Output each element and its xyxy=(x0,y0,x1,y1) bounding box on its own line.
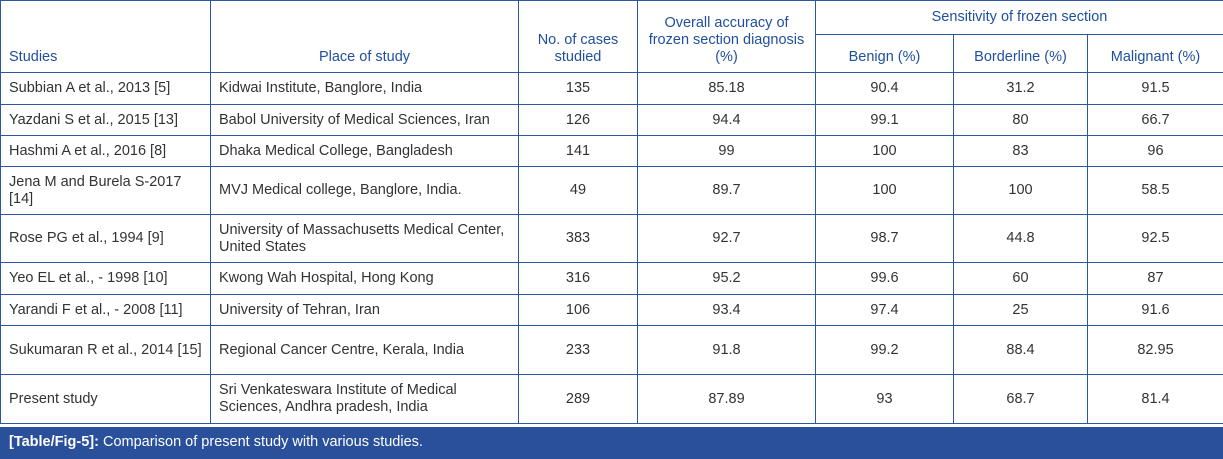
cell-benign: 93 xyxy=(815,374,954,424)
cell-accuracy: 95.2 xyxy=(637,262,816,295)
header-benign: Benign (%) xyxy=(815,34,954,73)
cell-place: University of Massachusetts Medical Cent… xyxy=(210,214,519,263)
cell-place: Kwong Wah Hospital, Hong Kong xyxy=(210,262,519,295)
cell-benign: 100 xyxy=(815,166,954,215)
header-cases: No. of cases studied xyxy=(518,0,638,73)
header-sensitivity: Sensitivity of frozen section xyxy=(815,0,1223,35)
cell-benign: 99.2 xyxy=(815,325,954,375)
caption-label: [Table/Fig-5]: xyxy=(9,434,99,450)
table-row: Yarandi F et al., - 2008 [11] University … xyxy=(0,294,1223,326)
cell-malignant: 91.6 xyxy=(1087,294,1223,326)
cell-malignant: 66.7 xyxy=(1087,104,1223,136)
cell-malignant: 92.5 xyxy=(1087,214,1223,263)
cell-malignant: 96 xyxy=(1087,135,1223,167)
cell-malignant: 82.95 xyxy=(1087,325,1223,375)
header-borderline: Borderline (%) xyxy=(953,34,1088,73)
table-row: Present study Sri Venkateswara Institute … xyxy=(0,374,1223,424)
table-row: Hashmi A et al., 2016 [8] Dhaka Medical C… xyxy=(0,135,1223,167)
table-row: Jena M and Burela S-2017 [14] MVJ Medical… xyxy=(0,166,1223,215)
header-studies: Studies xyxy=(0,0,211,73)
comparison-table: Studies Place of study No. of cases stud… xyxy=(0,0,1223,424)
cell-borderline: 68.7 xyxy=(953,374,1088,424)
cell-study: Subbian A et al., 2013 [5] xyxy=(0,72,211,105)
cell-accuracy: 87.89 xyxy=(637,374,816,424)
cell-benign: 90.4 xyxy=(815,72,954,105)
cell-borderline: 44.8 xyxy=(953,214,1088,263)
cell-cases: 233 xyxy=(518,325,638,375)
cell-borderline: 100 xyxy=(953,166,1088,215)
cell-cases: 49 xyxy=(518,166,638,215)
cell-cases: 289 xyxy=(518,374,638,424)
cell-place: Sri Venkateswara Institute of Medical Sc… xyxy=(210,374,519,424)
cell-cases: 316 xyxy=(518,262,638,295)
cell-study: Hashmi A et al., 2016 [8] xyxy=(0,135,211,167)
cell-malignant: 81.4 xyxy=(1087,374,1223,424)
cell-borderline: 83 xyxy=(953,135,1088,167)
cell-borderline: 80 xyxy=(953,104,1088,136)
cell-accuracy: 94.4 xyxy=(637,104,816,136)
cell-place: University of Tehran, Iran xyxy=(210,294,519,326)
cell-place: MVJ Medical college, Banglore, India. xyxy=(210,166,519,215)
cell-accuracy: 89.7 xyxy=(637,166,816,215)
cell-accuracy: 92.7 xyxy=(637,214,816,263)
cell-benign: 100 xyxy=(815,135,954,167)
cell-study: Yeo EL et al., - 1998 [10] xyxy=(0,262,211,295)
cell-study: Yazdani S et al., 2015 [13] xyxy=(0,104,211,136)
cell-study: Rose PG et al., 1994 [9] xyxy=(0,214,211,263)
cell-benign: 99.6 xyxy=(815,262,954,295)
table-row: Rose PG et al., 1994 [9] University of Ma… xyxy=(0,214,1223,263)
table-caption: [Table/Fig-5]: Comparison of present stu… xyxy=(0,427,1223,459)
cell-benign: 97.4 xyxy=(815,294,954,326)
cell-study: Yarandi F et al., - 2008 [11] xyxy=(0,294,211,326)
cell-borderline: 31.2 xyxy=(953,72,1088,105)
cell-malignant: 91.5 xyxy=(1087,72,1223,105)
cell-study: Present study xyxy=(0,374,211,424)
cell-cases: 126 xyxy=(518,104,638,136)
header-accuracy: Overall accuracy of frozen section diagn… xyxy=(637,0,816,73)
cell-accuracy: 91.8 xyxy=(637,325,816,375)
cell-cases: 383 xyxy=(518,214,638,263)
cell-malignant: 58.5 xyxy=(1087,166,1223,215)
cell-borderline: 60 xyxy=(953,262,1088,295)
cell-cases: 135 xyxy=(518,72,638,105)
cell-place: Babol University of Medical Sciences, Ir… xyxy=(210,104,519,136)
cell-borderline: 25 xyxy=(953,294,1088,326)
header-place: Place of study xyxy=(210,0,519,73)
cell-accuracy: 85.18 xyxy=(637,72,816,105)
table-row: Yeo EL et al., - 1998 [10] Kwong Wah Hosp… xyxy=(0,262,1223,295)
cell-cases: 141 xyxy=(518,135,638,167)
cell-accuracy: 93.4 xyxy=(637,294,816,326)
cell-accuracy: 99 xyxy=(637,135,816,167)
cell-place: Kidwai Institute, Banglore, India xyxy=(210,72,519,105)
cell-borderline: 88.4 xyxy=(953,325,1088,375)
cell-benign: 99.1 xyxy=(815,104,954,136)
table-row: Subbian A et al., 2013 [5] Kidwai Institu… xyxy=(0,72,1223,105)
header-malignant: Malignant (%) xyxy=(1087,34,1223,73)
cell-study: Jena M and Burela S-2017 [14] xyxy=(0,166,211,215)
cell-malignant: 87 xyxy=(1087,262,1223,295)
cell-place: Regional Cancer Centre, Kerala, India xyxy=(210,325,519,375)
cell-cases: 106 xyxy=(518,294,638,326)
cell-place: Dhaka Medical College, Bangladesh xyxy=(210,135,519,167)
cell-study: Sukumaran R et al., 2014 [15] xyxy=(0,325,211,375)
table-row: Sukumaran R et al., 2014 [15] Regional Ca… xyxy=(0,325,1223,375)
table-row: Yazdani S et al., 2015 [13] Babol Univers… xyxy=(0,104,1223,136)
cell-benign: 98.7 xyxy=(815,214,954,263)
caption-text: Comparison of present study with various… xyxy=(98,434,423,450)
